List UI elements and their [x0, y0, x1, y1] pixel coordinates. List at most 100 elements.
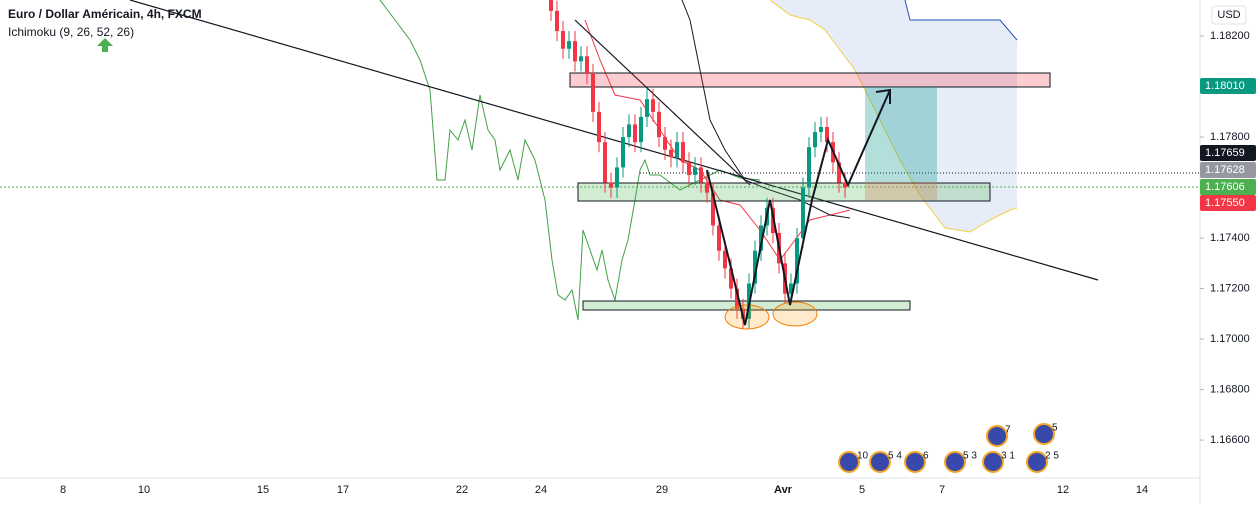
signal-arrow: [97, 38, 113, 52]
bottom-marker: [772, 301, 818, 327]
currency-box[interactable]: [1211, 5, 1247, 25]
candle-body: [567, 41, 571, 49]
y-tick-label: 1.17000: [1210, 333, 1250, 345]
event-badge[interactable]: [838, 451, 860, 473]
candle-body: [753, 250, 757, 284]
x-tick-label: 24: [535, 484, 547, 496]
candle-body: [609, 182, 613, 188]
candle-body: [693, 167, 697, 175]
candle-body: [795, 238, 799, 284]
event-badge[interactable]: [982, 451, 1004, 473]
candle-body: [663, 137, 667, 150]
candle-body: [807, 147, 811, 188]
candle-body: [615, 167, 619, 188]
event-count: 6: [923, 451, 929, 462]
x-tick-label: 12: [1057, 484, 1069, 496]
price-tag: [1200, 179, 1256, 195]
x-tick-label: 17: [337, 484, 349, 496]
y-tick-label: 1.17800: [1210, 131, 1250, 143]
y-tick-label: 1.16800: [1210, 383, 1250, 395]
event-count: 10: [857, 451, 869, 462]
candle-body: [657, 111, 661, 138]
candle-body: [843, 182, 847, 188]
y-tick-label: 1.16600: [1210, 434, 1250, 446]
event-count: 5 4: [888, 451, 902, 462]
support-zone: [577, 182, 991, 202]
candle-body: [735, 288, 739, 309]
event-badge[interactable]: [944, 451, 966, 473]
x-tick-label: 29: [656, 484, 668, 496]
candle-body: [651, 99, 655, 112]
price-tag: [1200, 195, 1256, 211]
y-tick-label: 1.18200: [1210, 30, 1250, 42]
candle-body: [729, 268, 733, 289]
candle-body: [717, 225, 721, 251]
price-tag: [1200, 78, 1256, 94]
event-count: 2 5: [1045, 451, 1059, 462]
x-tick-label: 8: [60, 484, 66, 496]
candle-body: [681, 142, 685, 163]
x-tick-label: 14: [1136, 484, 1148, 496]
price-tag-label: 1.17550: [1205, 197, 1245, 209]
event-badge[interactable]: [1026, 451, 1048, 473]
candle-body: [627, 124, 631, 138]
candle-body: [579, 56, 583, 62]
event-count: 7: [1005, 425, 1011, 436]
candle-body: [825, 127, 829, 143]
event-count: 5: [1052, 423, 1058, 434]
candle-body: [555, 10, 559, 32]
trend-line: [129, 0, 1099, 281]
price-tag: [1200, 162, 1256, 178]
price-tag-label: 1.17606: [1205, 181, 1245, 193]
cloud: [770, 0, 1017, 232]
candle-body: [573, 41, 577, 62]
event-badge[interactable]: [1033, 423, 1055, 445]
x-tick-label: 10: [138, 484, 150, 496]
candle-body: [759, 225, 763, 251]
y-tick-label: 1.17400: [1210, 232, 1250, 244]
event-badge[interactable]: [904, 451, 926, 473]
candle-body: [645, 99, 649, 117]
overlay: 1.18010 1.17659 1.17628 1.17606 1.17550 10 5 4…: [838, 78, 1256, 473]
candle-body: [699, 167, 703, 183]
candle-body: [597, 111, 601, 143]
event-count: 3 1: [1001, 451, 1015, 462]
target-zone: [865, 87, 937, 182]
candle-body: [687, 162, 691, 175]
candle-body: [669, 149, 673, 158]
price-tag-label: 1.17628: [1205, 164, 1245, 176]
candle-body: [639, 116, 643, 143]
candle-body: [591, 73, 595, 112]
candle-body: [633, 124, 637, 143]
pattern-arrowhead: [875, 88, 891, 104]
candle-body: [711, 192, 715, 226]
currency[interactable]: USD: [1217, 9, 1240, 21]
candle-body: [603, 142, 607, 183]
candle-body: [705, 182, 709, 193]
cloud-edge-b: [904, 0, 1018, 41]
candle-body: [585, 56, 589, 74]
kijun: [681, 0, 851, 219]
lagging-span: [379, 0, 761, 321]
cloud-edge-a: [769, 0, 1018, 233]
candle-body: [837, 162, 841, 183]
event-badge[interactable]: [869, 451, 891, 473]
x-tick-label: 22: [456, 484, 468, 496]
price-tag-label: 1.18010: [1205, 80, 1245, 92]
x-tick-label: Avr: [774, 484, 793, 496]
x-tick-label: 15: [257, 484, 269, 496]
event-badge[interactable]: [986, 425, 1008, 447]
pattern-path: [706, 89, 891, 326]
indicator-label[interactable]: Ichimoku (9, 26, 52, 26): [8, 25, 134, 39]
price-tag-label: 1.17659: [1205, 147, 1245, 159]
candle-body: [675, 142, 679, 158]
stop-zone: [865, 182, 937, 200]
candle-body: [819, 127, 823, 133]
resistance-zone: [569, 72, 1051, 88]
candle-body: [801, 187, 805, 239]
candle-body: [789, 283, 793, 294]
candle-body: [621, 137, 625, 168]
candle-body: [561, 31, 565, 49]
price-tag: [1200, 145, 1256, 161]
